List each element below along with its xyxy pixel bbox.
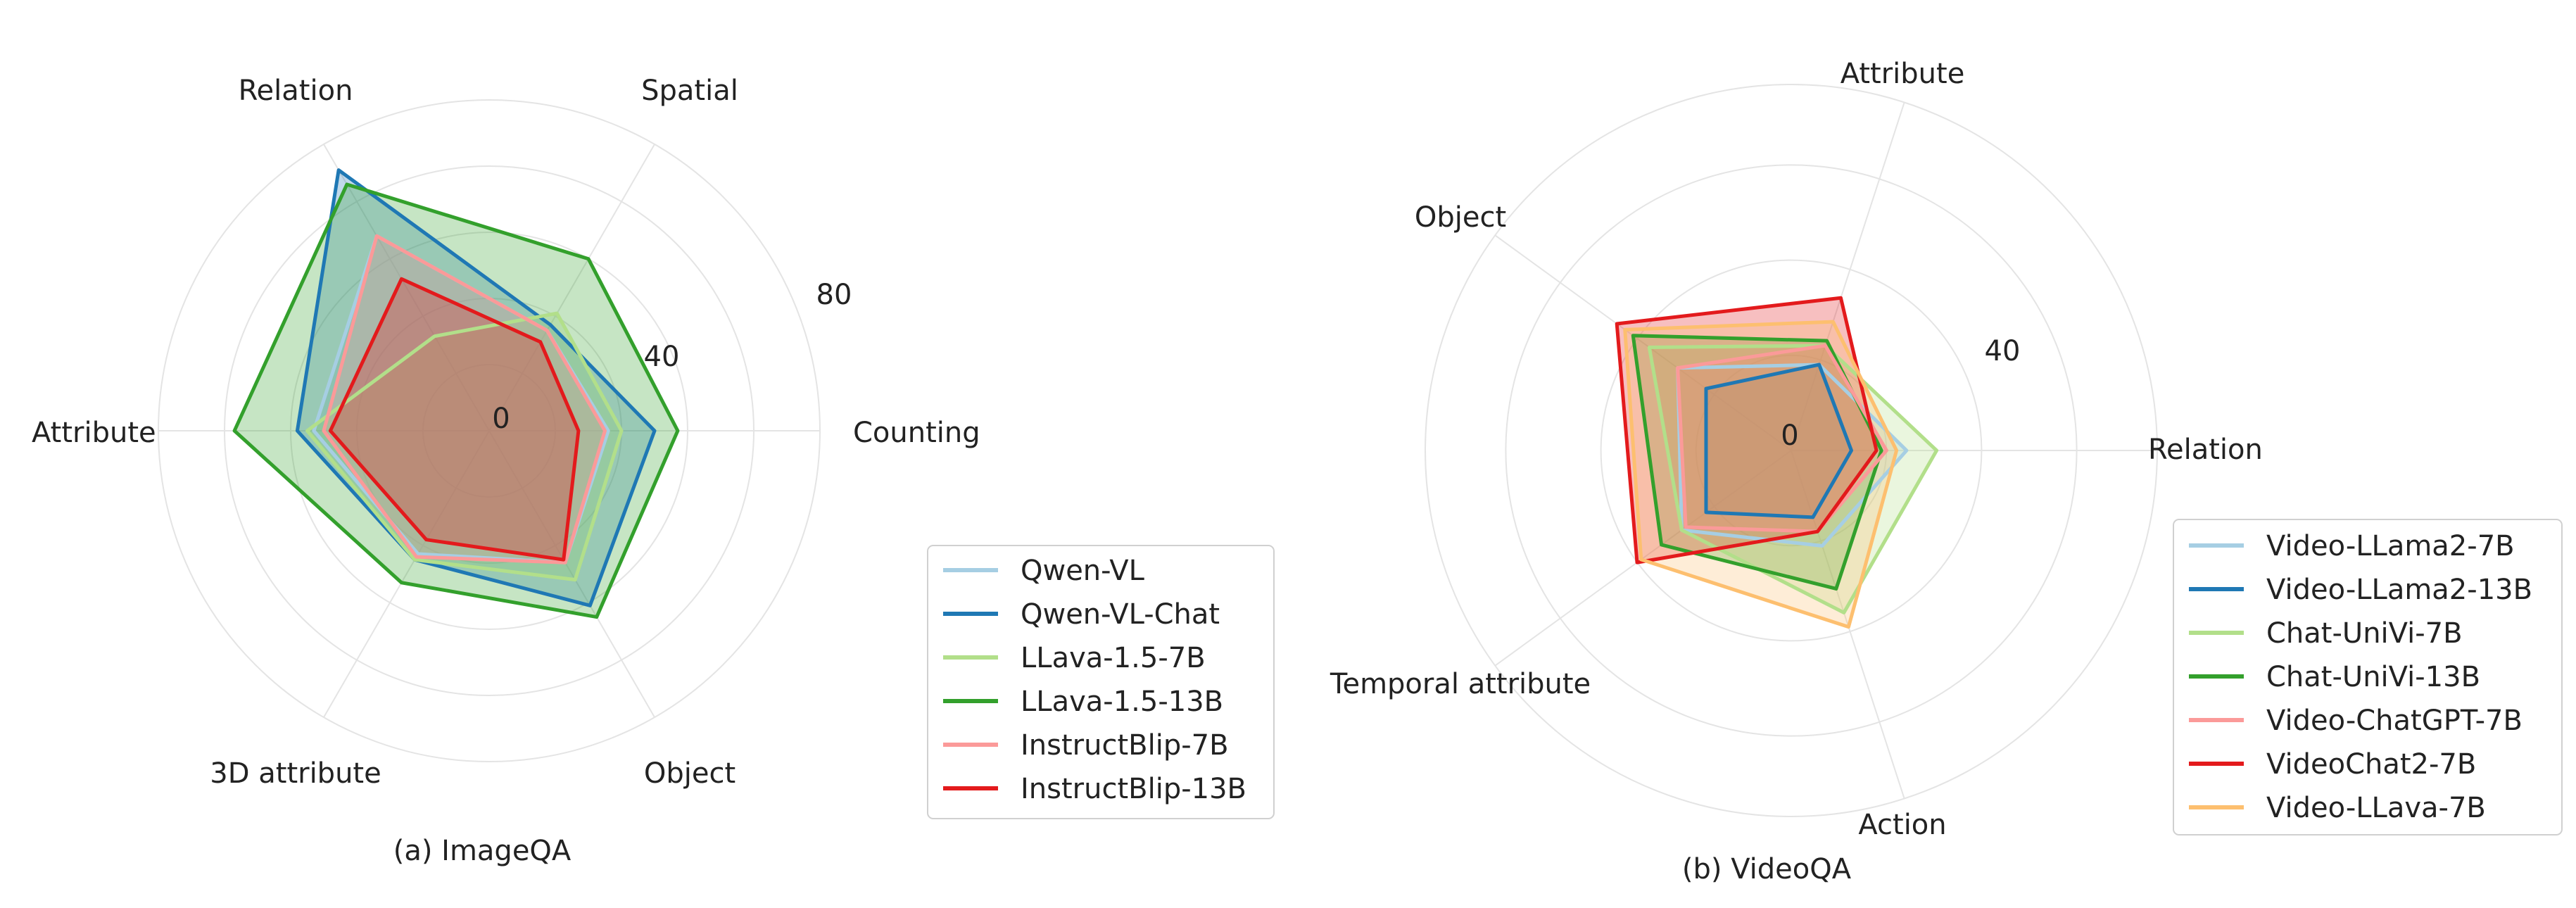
- imageqa-legend: Qwen-VL Qwen-VL-Chat LLava-1.5-7B LLava-1.5…: [928, 546, 1274, 819]
- legend-label-llava-1-5-7b: LLava-1.5-7B: [1021, 642, 1206, 674]
- axis-label-counting: Counting: [853, 417, 980, 449]
- tick-label: 40: [1985, 335, 2021, 367]
- tick-label: 40: [644, 341, 680, 373]
- axis-label-object: Object: [644, 757, 735, 790]
- legend-label-video-llava-7b: Video-LLava-7B: [2266, 792, 2486, 824]
- tick-label: 0: [492, 403, 510, 435]
- axis-label-spatial: Spatial: [641, 75, 738, 107]
- axis-label-relation: Relation: [239, 75, 353, 107]
- axis-label-object: Object: [1415, 201, 1506, 234]
- legend-label-videochat2-7b: VideoChat2-7B: [2266, 748, 2476, 781]
- legend-label-qwen-vl: Qwen-VL: [1021, 555, 1145, 587]
- imageqa-radar-chart: Counting Spatial Relation Attribute 3D attri…: [32, 75, 1274, 867]
- axis-label-3d-attribute: 3D attribute: [210, 757, 381, 790]
- legend-label-video-llama2-13b: Video-LLama2-13B: [2266, 574, 2532, 606]
- legend-label-llava-1-5-13b: LLava-1.5-13B: [1021, 686, 1223, 718]
- axis-label-attribute: Attribute: [1841, 58, 1965, 90]
- videoqa-series: [1617, 298, 1936, 626]
- tick-label: 80: [816, 279, 852, 311]
- legend-label-video-llama2-7b: Video-LLama2-7B: [2266, 530, 2515, 562]
- axis-label-relation: Relation: [2148, 434, 2263, 466]
- tick-label: 0: [1781, 420, 1798, 452]
- videoqa-legend: Video-LLama2-7B Video-LLama2-13B Chat-UniV…: [2173, 519, 2562, 835]
- videoqa-radar-chart: Relation Attribute Object Temporal attribut…: [1330, 58, 2562, 885]
- imageqa-caption: (a) ImageQA: [393, 835, 572, 867]
- imageqa-series: [234, 170, 678, 617]
- legend-label-instructblip-13b: InstructBlip-13B: [1021, 773, 1246, 805]
- legend-label-video-chatgpt-7b: Video-ChatGPT-7B: [2266, 705, 2523, 737]
- axis-label-temporal-attribute: Temporal attribute: [1330, 668, 1591, 700]
- videoqa-caption: (b) VideoQA: [1682, 853, 1852, 885]
- legend-label-qwen-vl-chat: Qwen-VL-Chat: [1021, 598, 1220, 631]
- axis-label-attribute: Attribute: [32, 417, 156, 449]
- axis-label-action: Action: [1858, 809, 1946, 841]
- legend-label-chat-univi-7b: Chat-UniVi-7B: [2266, 617, 2463, 650]
- legend-label-chat-univi-13b: Chat-UniVi-13B: [2266, 661, 2480, 693]
- legend-label-instructblip-7b: InstructBlip-7B: [1021, 729, 1229, 762]
